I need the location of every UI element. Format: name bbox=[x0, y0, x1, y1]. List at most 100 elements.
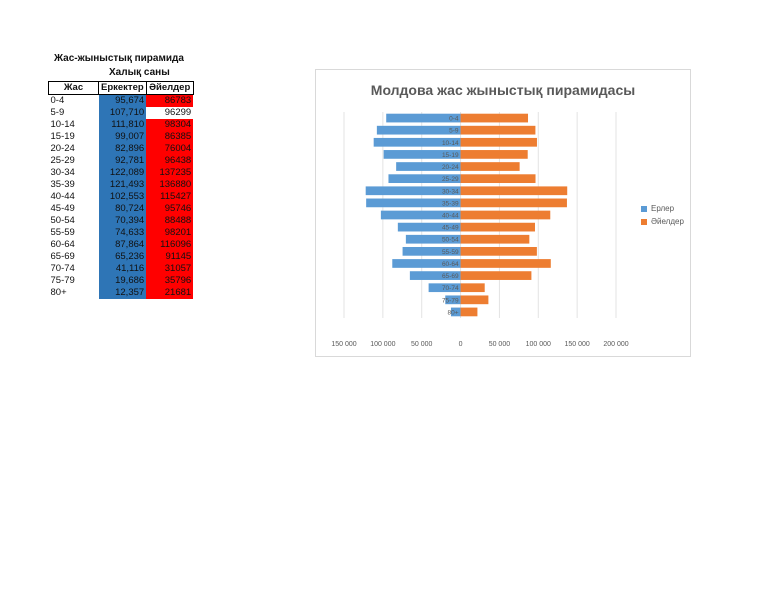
category-label: 40-44 bbox=[442, 213, 459, 220]
category-label: 65-69 bbox=[442, 273, 459, 280]
cell-men[interactable]: 82,896 bbox=[99, 143, 147, 155]
cell-women[interactable]: 35796 bbox=[146, 275, 193, 287]
x-tick-label: 200 000 bbox=[603, 341, 628, 348]
table-row: 70-74 41,116 31057 bbox=[49, 263, 194, 275]
cell-women[interactable]: 98201 bbox=[146, 227, 193, 239]
cell-age[interactable]: 25-29 bbox=[49, 155, 99, 167]
cell-women[interactable]: 116096 bbox=[146, 239, 193, 251]
cell-men[interactable]: 87,864 bbox=[99, 239, 147, 251]
cell-women[interactable]: 96299 bbox=[146, 107, 193, 119]
cell-men[interactable]: 99,007 bbox=[99, 131, 147, 143]
cell-age[interactable]: 45-49 bbox=[49, 203, 99, 215]
cell-age[interactable]: 60-64 bbox=[49, 239, 99, 251]
cell-age[interactable]: 35-39 bbox=[49, 179, 99, 191]
cell-age[interactable]: 20-24 bbox=[49, 143, 99, 155]
category-label: 55-59 bbox=[442, 249, 459, 256]
cell-men[interactable]: 80,724 bbox=[99, 203, 147, 215]
legend-label-women: Әйелдер bbox=[651, 217, 684, 226]
legend-item-women: Әйелдер bbox=[641, 217, 684, 226]
cell-men[interactable]: 19,686 bbox=[99, 275, 147, 287]
bar-women bbox=[461, 162, 520, 171]
table-title: Жас-жыныстық пирамида bbox=[54, 53, 184, 64]
bar-women bbox=[461, 247, 537, 256]
bar-women bbox=[461, 186, 568, 195]
table-row: 5-9 107,710 96299 bbox=[49, 107, 194, 119]
cell-age[interactable]: 15-19 bbox=[49, 131, 99, 143]
cell-men[interactable]: 121,493 bbox=[99, 179, 147, 191]
spreadsheet-sheet: Жас-жыныстық пирамида Халық саны Жас Ерк… bbox=[0, 0, 768, 594]
cell-women[interactable]: 137235 bbox=[146, 167, 193, 179]
bar-women bbox=[461, 114, 528, 123]
cell-age[interactable]: 30-34 bbox=[49, 167, 99, 179]
cell-women[interactable]: 86783 bbox=[146, 95, 193, 108]
cell-age[interactable]: 50-54 bbox=[49, 215, 99, 227]
x-tick-label: 150 000 bbox=[564, 341, 589, 348]
cell-women[interactable]: 95746 bbox=[146, 203, 193, 215]
cell-women[interactable]: 76004 bbox=[146, 143, 193, 155]
cell-men[interactable]: 122,089 bbox=[99, 167, 147, 179]
cell-age[interactable]: 75-79 bbox=[49, 275, 99, 287]
x-tick-label: 100 000 bbox=[370, 341, 395, 348]
cell-men[interactable]: 70,394 bbox=[99, 215, 147, 227]
category-label: 5-9 bbox=[449, 128, 459, 135]
header-men[interactable]: Еркектер bbox=[99, 82, 147, 95]
chart-legend: Ерлер Әйелдер bbox=[641, 204, 684, 230]
cell-women[interactable]: 96438 bbox=[146, 155, 193, 167]
cell-age[interactable]: 5-9 bbox=[49, 107, 99, 119]
cell-men[interactable]: 92,781 bbox=[99, 155, 147, 167]
table-row: 35-39 121,493 136880 bbox=[49, 179, 194, 191]
bar-women bbox=[461, 295, 489, 304]
bar-women bbox=[461, 211, 551, 220]
table-row: 20-24 82,896 76004 bbox=[49, 143, 194, 155]
x-tick-label: 100 000 bbox=[526, 341, 551, 348]
cell-men[interactable]: 111,810 bbox=[99, 119, 147, 131]
legend-swatch-men bbox=[641, 206, 647, 212]
cell-women[interactable]: 91145 bbox=[146, 251, 193, 263]
bar-women bbox=[461, 223, 535, 232]
cell-age[interactable]: 70-74 bbox=[49, 263, 99, 275]
cell-age[interactable]: 10-14 bbox=[49, 119, 99, 131]
cell-age[interactable]: 80+ bbox=[49, 287, 99, 299]
bar-women bbox=[461, 283, 485, 292]
category-label: 75-79 bbox=[442, 297, 459, 304]
bar-women bbox=[461, 174, 536, 183]
pyramid-chart[interactable]: Молдова жас жыныстық пирамидасы 150 000 1… bbox=[315, 69, 691, 357]
table-row: 55-59 74,633 98201 bbox=[49, 227, 194, 239]
table-row: 10-14 111,810 98304 bbox=[49, 119, 194, 131]
table-row: 45-49 80,724 95746 bbox=[49, 203, 194, 215]
cell-age[interactable]: 55-59 bbox=[49, 227, 99, 239]
legend-swatch-women bbox=[641, 219, 647, 225]
bar-women bbox=[461, 199, 567, 208]
cell-women[interactable]: 21681 bbox=[146, 287, 193, 299]
cell-women[interactable]: 115427 bbox=[146, 191, 193, 203]
bar-women bbox=[461, 308, 478, 317]
cell-men[interactable]: 12,357 bbox=[99, 287, 147, 299]
cell-women[interactable]: 98304 bbox=[146, 119, 193, 131]
category-label: 70-74 bbox=[442, 285, 459, 292]
cell-age[interactable]: 0-4 bbox=[49, 95, 99, 108]
cell-women[interactable]: 88488 bbox=[146, 215, 193, 227]
bar-women bbox=[461, 126, 536, 135]
cell-men[interactable]: 41,116 bbox=[99, 263, 147, 275]
cell-men[interactable]: 74,633 bbox=[99, 227, 147, 239]
cell-women[interactable]: 136880 bbox=[146, 179, 193, 191]
table-row: 50-54 70,394 88488 bbox=[49, 215, 194, 227]
category-label: 35-39 bbox=[442, 200, 459, 207]
cell-men[interactable]: 102,553 bbox=[99, 191, 147, 203]
category-label: 30-34 bbox=[442, 188, 459, 195]
cell-men[interactable]: 65,236 bbox=[99, 251, 147, 263]
bar-women bbox=[461, 271, 532, 280]
population-table: Жас Еркектер Әйелдер 0-4 95,674 86783 5-9 10… bbox=[48, 81, 194, 299]
cell-men[interactable]: 107,710 bbox=[99, 107, 147, 119]
legend-item-men: Ерлер bbox=[641, 204, 684, 213]
cell-women[interactable]: 31057 bbox=[146, 263, 193, 275]
cell-age[interactable]: 40-44 bbox=[49, 191, 99, 203]
header-women[interactable]: Әйелдер bbox=[146, 82, 193, 95]
header-age[interactable]: Жас bbox=[49, 82, 99, 95]
cell-women[interactable]: 86385 bbox=[146, 131, 193, 143]
chart-plot: 150 000 100 000 50 000 0 50 000 100 000 150 00… bbox=[316, 70, 690, 356]
cell-men[interactable]: 95,674 bbox=[99, 95, 147, 108]
cell-age[interactable]: 65-69 bbox=[49, 251, 99, 263]
bar-women bbox=[461, 259, 551, 268]
table-row: 15-19 99,007 86385 bbox=[49, 131, 194, 143]
